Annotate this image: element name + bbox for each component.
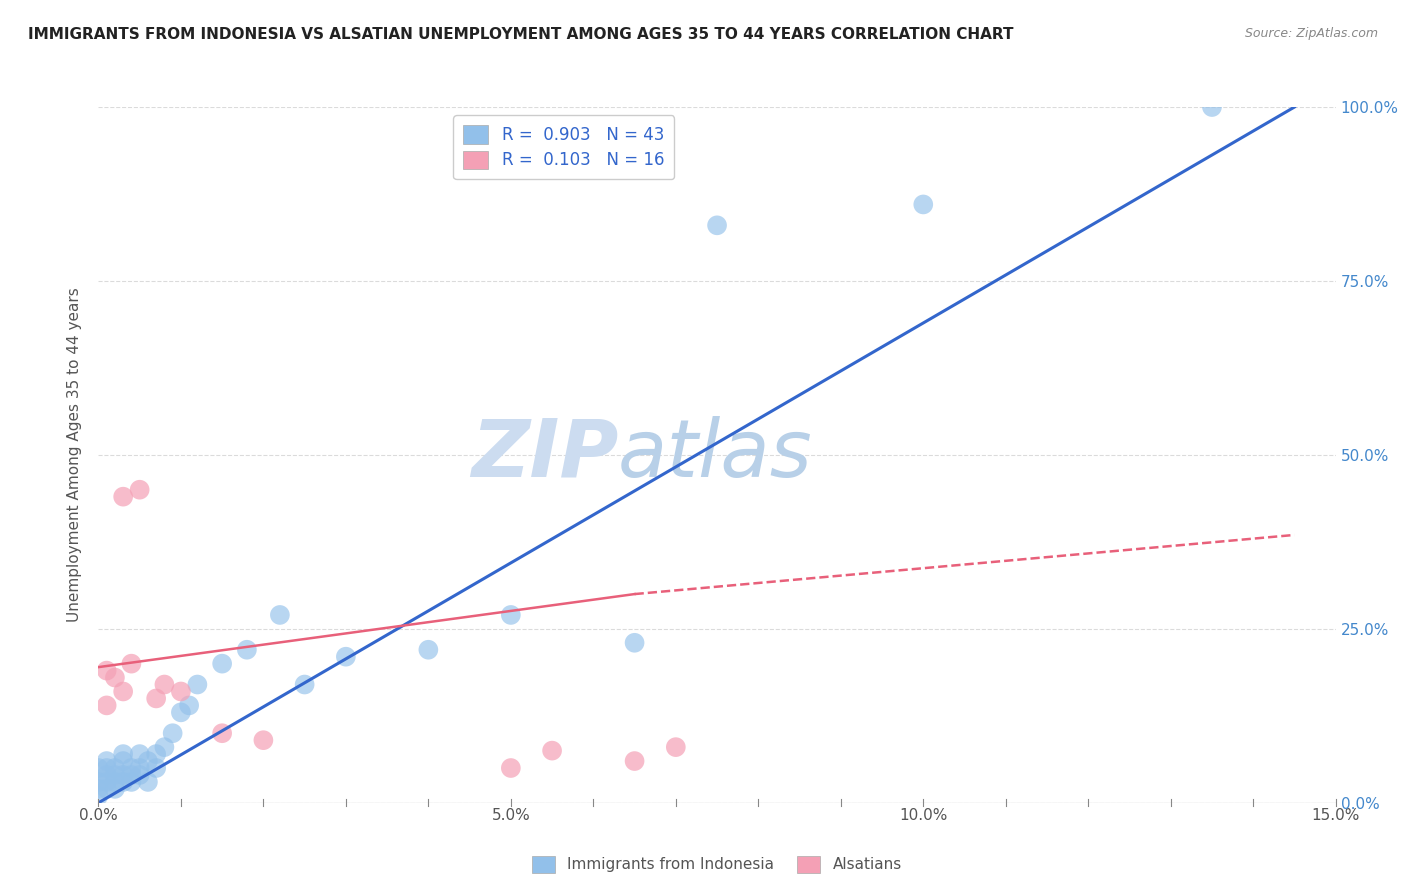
Point (236, 642, 259, 657)
Point (104, 775, 127, 789)
Text: IMMIGRANTS FROM INDONESIA VS ALSATIAN UNEMPLOYMENT AMONG AGES 35 TO 44 YEARS COR: IMMIGRANTS FROM INDONESIA VS ALSATIAN UN… (28, 27, 1014, 42)
Point (136, 775, 159, 789)
Point (96, 754, 118, 768)
Legend: Immigrants from Indonesia, Alsatians: Immigrants from Indonesia, Alsatians (526, 850, 908, 879)
Point (145, 747, 167, 761)
Point (335, 649, 357, 664)
Text: ZIP: ZIP (471, 416, 619, 494)
Point (269, 607, 291, 622)
Text: atlas: atlas (619, 416, 813, 494)
Point (499, 761, 522, 775)
Point (186, 677, 208, 691)
Point (252, 733, 274, 747)
Point (96, 761, 118, 775)
Point (912, 197, 935, 211)
Point (145, 761, 167, 775)
Point (1201, 100, 1223, 114)
Text: Source: ZipAtlas.com: Source: ZipAtlas.com (1244, 27, 1378, 40)
Point (104, 768, 127, 782)
Point (120, 657, 142, 671)
Point (104, 781, 127, 796)
Point (623, 754, 645, 768)
Point (211, 726, 233, 740)
Point (170, 706, 193, 720)
Point (162, 726, 184, 740)
Point (179, 698, 201, 713)
Point (87, 789, 110, 803)
Point (120, 775, 142, 789)
Point (112, 754, 135, 768)
Y-axis label: Unemployment Among Ages 35 to 44 years: Unemployment Among Ages 35 to 44 years (67, 287, 83, 623)
Point (96, 698, 118, 713)
Point (96, 781, 118, 796)
Point (418, 642, 440, 657)
Point (104, 761, 127, 775)
Point (87, 761, 110, 775)
Point (96, 768, 118, 782)
Point (120, 761, 142, 775)
Point (112, 768, 135, 782)
Point (153, 677, 176, 691)
Point (120, 768, 142, 782)
Point (136, 754, 159, 768)
Point (128, 747, 150, 761)
Point (87, 775, 110, 789)
Point (128, 761, 150, 775)
Point (294, 677, 316, 691)
Point (541, 744, 564, 758)
Point (128, 483, 150, 497)
Point (87, 781, 110, 796)
Point (96, 775, 118, 789)
Point (499, 607, 522, 622)
Point (112, 490, 135, 504)
Point (112, 775, 135, 789)
Point (170, 684, 193, 698)
Point (128, 768, 150, 782)
Point (96, 664, 118, 678)
Point (665, 740, 688, 755)
Point (153, 740, 176, 755)
Point (211, 657, 233, 671)
Point (145, 691, 167, 706)
Point (104, 671, 127, 685)
Point (112, 684, 135, 698)
Point (623, 636, 645, 650)
Point (112, 747, 135, 761)
Point (706, 219, 728, 233)
